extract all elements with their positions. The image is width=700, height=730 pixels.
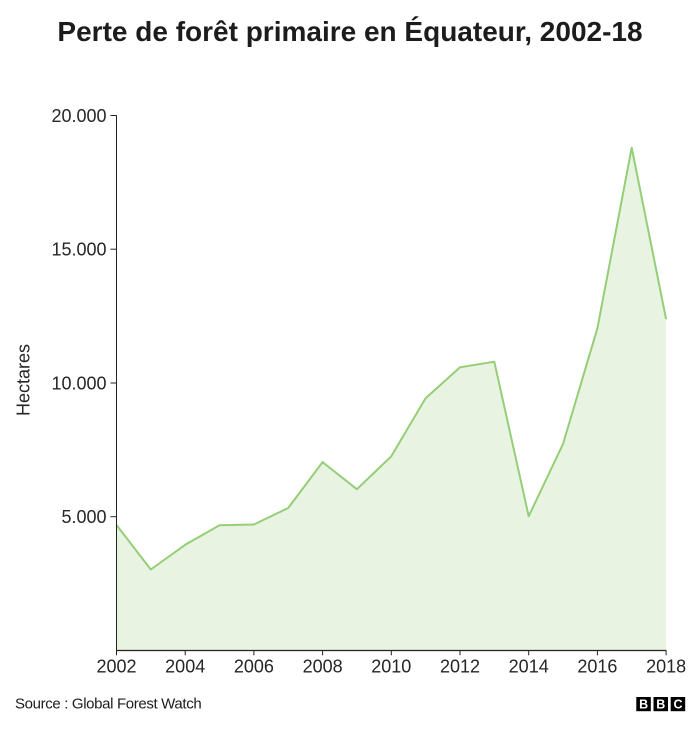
svg-text:2010: 2010: [371, 657, 411, 677]
svg-text:15.000: 15.000: [51, 240, 106, 260]
svg-text:5.000: 5.000: [61, 507, 106, 527]
svg-text:2012: 2012: [440, 657, 480, 677]
svg-text:2014: 2014: [509, 657, 549, 677]
svg-text:2018: 2018: [646, 657, 686, 677]
svg-text:10.000: 10.000: [51, 373, 106, 393]
svg-text:2004: 2004: [165, 657, 205, 677]
svg-text:2002: 2002: [96, 657, 136, 677]
svg-text:2006: 2006: [234, 657, 274, 677]
svg-text:2008: 2008: [303, 657, 343, 677]
svg-text:Source : Global Forest Watch: Source : Global Forest Watch: [15, 696, 201, 713]
svg-text:Hectares: Hectares: [14, 344, 34, 416]
svg-text:C: C: [673, 698, 682, 712]
svg-text:20.000: 20.000: [51, 106, 106, 126]
svg-text:B: B: [639, 698, 648, 712]
svg-text:2016: 2016: [577, 657, 617, 677]
svg-text:B: B: [656, 698, 665, 712]
